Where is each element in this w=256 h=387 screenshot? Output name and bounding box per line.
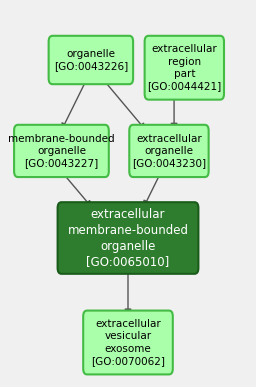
FancyBboxPatch shape: [49, 36, 133, 84]
Text: extracellular
membrane-bounded
organelle
[GO:0065010]: extracellular membrane-bounded organelle…: [68, 207, 188, 269]
Text: extracellular
vesicular
exosome
[GO:0070062]: extracellular vesicular exosome [GO:0070…: [91, 319, 165, 366]
FancyBboxPatch shape: [58, 202, 198, 274]
FancyBboxPatch shape: [129, 125, 209, 177]
FancyBboxPatch shape: [83, 310, 173, 375]
Text: membrane-bounded
organelle
[GO:0043227]: membrane-bounded organelle [GO:0043227]: [8, 134, 115, 168]
FancyBboxPatch shape: [145, 36, 224, 100]
Text: organelle
[GO:0043226]: organelle [GO:0043226]: [54, 49, 128, 71]
FancyBboxPatch shape: [14, 125, 109, 177]
Text: extracellular
organelle
[GO:0043230]: extracellular organelle [GO:0043230]: [132, 134, 206, 168]
Text: extracellular
region
part
[GO:0044421]: extracellular region part [GO:0044421]: [147, 44, 221, 91]
